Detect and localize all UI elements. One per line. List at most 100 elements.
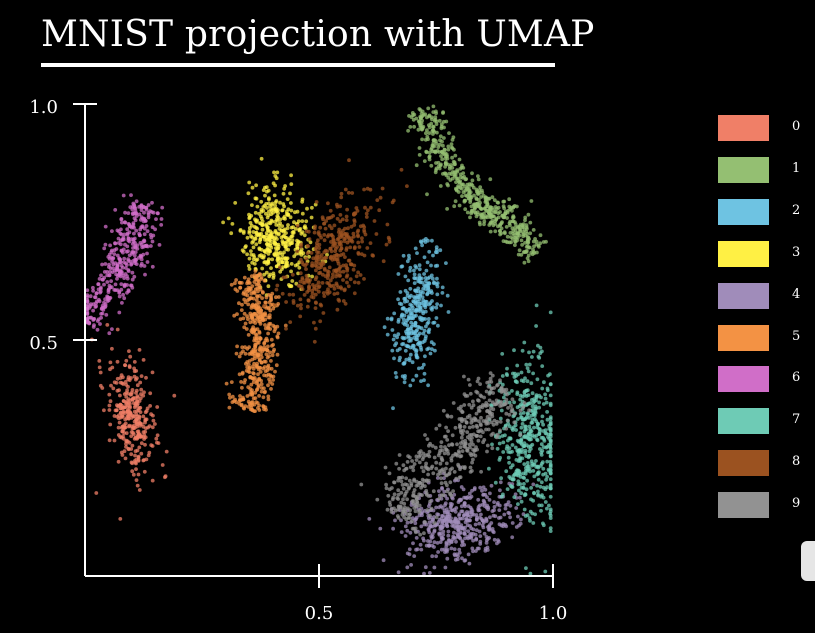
data-point — [263, 338, 268, 343]
data-point — [518, 412, 523, 416]
data-point — [462, 374, 466, 379]
data-point — [267, 201, 271, 206]
data-point — [234, 351, 239, 356]
data-point — [469, 494, 474, 499]
data-point — [91, 308, 95, 313]
data-point — [341, 252, 346, 256]
data-point — [418, 532, 423, 537]
data-point — [399, 167, 404, 172]
data-point — [434, 426, 439, 431]
data-point — [459, 435, 464, 440]
data-point — [249, 252, 254, 257]
data-point — [136, 433, 140, 438]
data-point — [437, 469, 442, 474]
data-point — [478, 434, 483, 439]
data-point — [338, 270, 343, 274]
data-point — [446, 144, 451, 149]
data-point — [319, 262, 324, 267]
data-point — [269, 212, 273, 217]
data-point — [264, 242, 269, 247]
data-point — [267, 220, 271, 225]
data-point — [298, 297, 303, 302]
data-point — [159, 217, 164, 221]
data-point — [326, 201, 330, 206]
data-point — [253, 390, 258, 395]
data-point — [252, 371, 256, 376]
data-point — [495, 446, 500, 451]
data-point — [259, 355, 264, 360]
data-point — [139, 254, 144, 259]
data-point — [526, 245, 531, 250]
data-point — [261, 290, 265, 295]
data-point — [407, 253, 411, 258]
data-point — [431, 471, 436, 476]
data-point — [241, 406, 246, 410]
data-point — [238, 394, 242, 398]
data-point — [474, 389, 479, 394]
data-point — [146, 203, 151, 207]
data-point — [414, 547, 418, 552]
data-point — [477, 204, 481, 209]
data-point — [495, 435, 499, 440]
data-point — [488, 491, 492, 496]
data-point — [488, 221, 493, 226]
data-point — [472, 487, 477, 492]
data-point — [452, 204, 457, 209]
data-point — [270, 231, 275, 235]
data-point — [116, 459, 121, 464]
data-point — [455, 169, 460, 174]
axes: 1.0 0.5 0.5 1.0 — [29, 97, 567, 624]
data-point — [146, 215, 151, 220]
data-point — [416, 127, 421, 132]
data-point — [364, 211, 369, 216]
data-point — [449, 142, 454, 147]
data-point — [335, 204, 340, 209]
data-point — [507, 197, 512, 202]
data-point — [525, 256, 530, 261]
data-point — [311, 295, 316, 300]
data-point — [444, 425, 448, 430]
data-point — [253, 210, 258, 215]
data-point — [414, 116, 419, 121]
legend-label: 2 — [792, 202, 801, 218]
data-point — [500, 434, 505, 438]
data-point — [509, 403, 513, 408]
data-point — [444, 473, 449, 478]
data-point — [470, 178, 475, 183]
data-point — [442, 147, 447, 152]
data-point — [396, 317, 401, 322]
data-point — [276, 246, 281, 251]
data-point — [126, 349, 131, 353]
data-point — [324, 255, 329, 260]
data-point — [430, 347, 434, 351]
data-point — [133, 453, 137, 458]
data-point — [107, 265, 111, 269]
data-point — [537, 430, 542, 434]
data-point — [443, 164, 447, 169]
data-point — [426, 137, 430, 142]
data-point — [138, 410, 143, 414]
data-point — [452, 552, 457, 557]
data-point — [439, 444, 443, 449]
data-point — [482, 222, 486, 227]
side-panel-button[interactable] — [801, 541, 815, 581]
data-point — [106, 290, 111, 294]
data-point — [249, 249, 253, 254]
data-point — [263, 369, 268, 374]
data-point — [126, 424, 131, 429]
data-point — [333, 269, 338, 273]
data-point — [143, 272, 147, 277]
data-point — [508, 515, 512, 520]
data-point — [295, 209, 300, 214]
data-point — [507, 412, 512, 417]
data-point — [534, 465, 539, 469]
legend-label: 1 — [792, 160, 801, 176]
data-point — [336, 230, 341, 235]
data-point — [331, 234, 335, 239]
data-point — [132, 360, 137, 364]
data-point — [543, 500, 548, 504]
data-point — [433, 170, 438, 175]
data-point — [269, 218, 274, 223]
data-point — [460, 417, 464, 422]
data-point — [467, 561, 472, 566]
